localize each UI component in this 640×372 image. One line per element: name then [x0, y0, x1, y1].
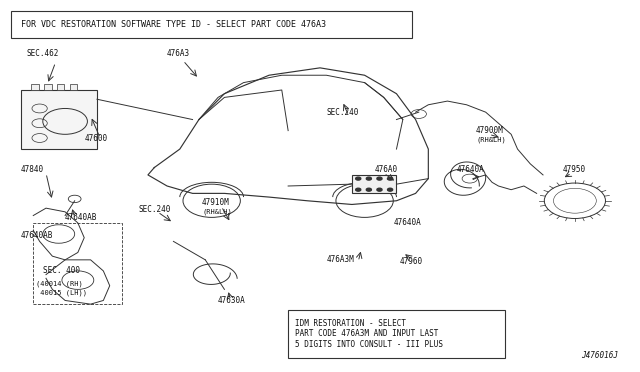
Circle shape — [377, 188, 382, 191]
Bar — [31, 84, 39, 90]
Circle shape — [366, 177, 371, 180]
Text: 47640A: 47640A — [394, 218, 421, 227]
Text: SEC. 400: SEC. 400 — [43, 266, 80, 275]
Text: 47640AB: 47640AB — [65, 213, 97, 222]
Text: SEC.240: SEC.240 — [138, 205, 171, 215]
Bar — [20, 90, 97, 149]
Text: 476A0: 476A0 — [374, 165, 397, 174]
Bar — [352, 175, 396, 193]
Text: 47630A: 47630A — [218, 296, 246, 305]
Text: SEC.240: SEC.240 — [326, 108, 359, 117]
Text: 476A3: 476A3 — [167, 49, 190, 58]
Text: FOR VDC RESTORATION SOFTWARE TYPE ID - SELECT PART CODE 476A3: FOR VDC RESTORATION SOFTWARE TYPE ID - S… — [20, 20, 326, 29]
Text: 47600: 47600 — [84, 134, 108, 142]
Text: 47950: 47950 — [562, 165, 585, 174]
Text: (RH&LH): (RH&LH) — [202, 209, 232, 215]
Text: 476A3M: 476A3M — [326, 255, 354, 264]
Circle shape — [356, 188, 361, 191]
Bar — [70, 84, 77, 90]
Text: 47910M: 47910M — [202, 198, 230, 207]
Bar — [33, 223, 122, 304]
Circle shape — [366, 188, 371, 191]
Text: 47960: 47960 — [399, 257, 423, 266]
Text: 47840: 47840 — [20, 165, 44, 174]
Circle shape — [356, 177, 361, 180]
Text: 40015 (LH)): 40015 (LH)) — [36, 290, 88, 296]
Text: IDM RESTORATION - SELECT
PART CODE 476A3M AND INPUT LAST
5 DIGITS INTO CONSULT -: IDM RESTORATION - SELECT PART CODE 476A3… — [294, 319, 442, 349]
Circle shape — [388, 177, 393, 180]
Text: 47640AB: 47640AB — [20, 231, 53, 240]
Text: 47640A: 47640A — [457, 165, 484, 174]
FancyBboxPatch shape — [11, 11, 412, 38]
Text: (RH&LH): (RH&LH) — [476, 137, 506, 143]
Text: J476016J: J476016J — [581, 351, 618, 360]
Text: (40014 (RH): (40014 (RH) — [36, 280, 83, 287]
Text: 47900M: 47900M — [476, 126, 504, 135]
Circle shape — [377, 177, 382, 180]
Bar — [44, 84, 52, 90]
FancyBboxPatch shape — [288, 310, 505, 358]
Circle shape — [388, 188, 393, 191]
Text: SEC.462: SEC.462 — [27, 49, 60, 58]
Bar — [57, 84, 65, 90]
